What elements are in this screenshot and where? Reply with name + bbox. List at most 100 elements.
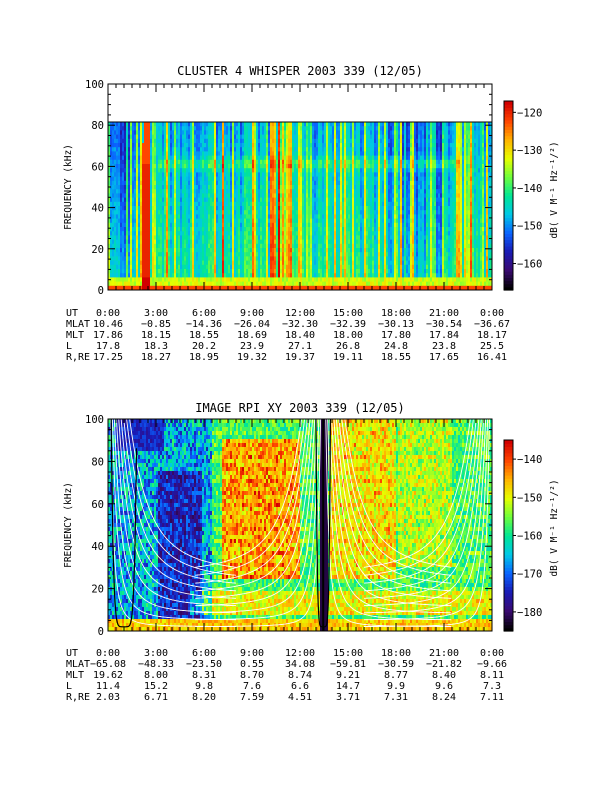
heatmap-cell <box>316 168 319 173</box>
heatmap-cell <box>216 260 219 266</box>
heatmap-cell <box>284 130 287 135</box>
heatmap-cell <box>210 180 213 186</box>
heatmap-cell <box>190 155 193 161</box>
heatmap-cell <box>318 248 321 253</box>
heatmap-cell <box>228 281 231 287</box>
heatmap-cell <box>214 193 217 198</box>
heatmap-cell <box>292 147 295 152</box>
heatmap-cell <box>264 180 267 186</box>
heatmap-cell <box>326 277 329 282</box>
heatmap-cell <box>340 210 343 215</box>
whisper-panel: CLUSTER 4 WHISPER 2003 339 (12/05) 02040… <box>63 64 560 363</box>
heatmap-cell <box>266 206 269 211</box>
heatmap-cell <box>232 252 235 257</box>
heatmap-cell <box>176 143 179 148</box>
heatmap-cell <box>308 193 311 198</box>
heatmap-cell <box>124 239 127 245</box>
heatmap-cell <box>296 222 299 228</box>
heatmap-cell <box>302 164 305 169</box>
heatmap-cell <box>318 172 321 177</box>
heatmap-cell <box>126 239 129 245</box>
heatmap-cell <box>156 214 159 219</box>
heatmap-cell <box>234 189 237 194</box>
heatmap-cell <box>182 252 185 257</box>
heatmap-cell <box>280 273 283 278</box>
heatmap-cell <box>248 285 251 290</box>
heatmap-cell <box>130 214 133 219</box>
heatmap-cell <box>194 122 197 127</box>
heatmap-cell <box>136 252 139 257</box>
heatmap-cell <box>326 231 329 236</box>
heatmap-cell <box>192 168 195 173</box>
heatmap-cell <box>140 147 143 152</box>
heatmap-cell <box>178 248 181 253</box>
heatmap-cell <box>234 285 237 290</box>
heatmap-cell <box>156 197 159 203</box>
heatmap-cell <box>330 214 333 219</box>
heatmap-cell <box>282 210 285 215</box>
heatmap-cell <box>254 193 257 198</box>
heatmap-cell <box>262 273 265 278</box>
heatmap-cell <box>130 138 133 144</box>
heatmap-cell <box>350 126 353 131</box>
heatmap-cell <box>340 235 343 240</box>
heatmap-cell <box>180 218 183 224</box>
heatmap-cell <box>316 252 319 257</box>
heatmap-cell <box>332 222 335 228</box>
heatmap-cell <box>232 151 235 156</box>
heatmap-cell <box>334 281 337 287</box>
heatmap-cell <box>150 264 153 270</box>
heatmap-cell <box>124 222 127 228</box>
heatmap-cell <box>154 218 157 224</box>
heatmap-cell <box>268 218 271 224</box>
heatmap-cell <box>354 222 357 228</box>
heatmap-cell <box>280 264 283 270</box>
heatmap-cell <box>164 252 167 257</box>
heatmap-cell <box>242 285 245 290</box>
heatmap-cell <box>146 260 149 266</box>
heatmap-cell <box>146 130 149 135</box>
heatmap-cell <box>200 197 203 203</box>
heatmap-cell <box>322 164 325 169</box>
heatmap-cell <box>238 201 241 207</box>
heatmap-cell <box>146 134 149 140</box>
heatmap-cell <box>172 176 175 182</box>
heatmap-cell <box>274 281 277 287</box>
heatmap-cell <box>130 126 133 131</box>
heatmap-cell <box>284 231 287 236</box>
heatmap-cell <box>122 210 125 215</box>
heatmap-cell <box>240 281 243 287</box>
heatmap-cell <box>344 248 347 253</box>
heatmap-cell <box>316 172 319 177</box>
heatmap-cell <box>216 218 219 224</box>
heatmap-cell <box>110 134 113 140</box>
heatmap-cell <box>210 264 213 270</box>
heatmap-cell <box>306 269 309 274</box>
heatmap-cell <box>130 281 133 287</box>
heatmap-cell <box>216 126 219 131</box>
heatmap-cell <box>200 264 203 270</box>
heatmap-cell <box>328 269 331 274</box>
heatmap-cell <box>138 256 141 261</box>
heatmap-cell <box>284 201 287 207</box>
heatmap-cell <box>190 239 193 245</box>
heatmap-cell <box>110 185 113 190</box>
heatmap-cell <box>260 164 263 169</box>
heatmap-cell <box>340 231 343 236</box>
heatmap-cell <box>260 134 263 140</box>
heatmap-cell <box>230 168 233 173</box>
heatmap-cell <box>348 252 351 257</box>
heatmap-cell <box>218 210 221 215</box>
heatmap-cell <box>152 256 155 261</box>
heatmap-cell <box>254 214 257 219</box>
heatmap-cell <box>218 281 221 287</box>
heatmap-cell <box>172 126 175 131</box>
heatmap-cell <box>138 222 141 228</box>
heatmap-cell <box>314 264 317 270</box>
heatmap-cell <box>190 218 193 224</box>
heatmap-cell <box>182 130 185 135</box>
heatmap-cell <box>218 122 221 127</box>
heatmap-cell <box>224 218 227 224</box>
heatmap-cell <box>240 273 243 278</box>
heatmap-cell <box>114 155 117 161</box>
